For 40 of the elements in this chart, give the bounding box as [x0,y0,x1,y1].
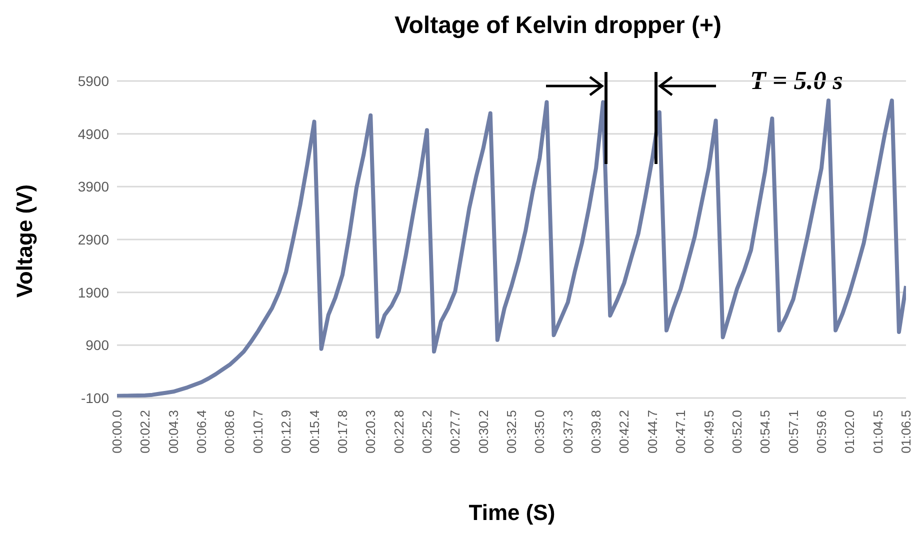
x-tick-label: 00:27.7 [448,410,463,454]
line-series [117,98,906,398]
x-tick-label: 00:49.5 [701,410,716,454]
x-tick-label: 00:37.3 [560,410,576,454]
x-tick-label: 00:10.7 [250,410,266,454]
x-tick-label: 00:57.1 [786,410,801,454]
x-tick-label: 01:02.0 [842,410,858,454]
x-axis-title: Time (S) [468,500,556,526]
y-tick-label: 1900 [78,284,110,300]
x-tick-label: 00:42.2 [616,410,632,454]
x-tick-label: 00:22.8 [391,410,406,454]
x-tick-label: 00:32.5 [504,410,519,454]
x-tick-label: 00:06.4 [194,410,210,454]
x-tick-label: 00:12.9 [278,410,294,454]
y-tick-label: -100 [80,390,110,406]
x-tick-label: 00:54.5 [758,410,773,454]
y-axis-title: Voltage (V) [12,183,38,300]
x-tick-label: 00:39.8 [588,410,604,454]
x-tick-label: 00:59.6 [814,410,829,454]
x-tick-label: 00:25.2 [419,410,434,454]
x-tick-label: 00:17.8 [334,410,350,454]
x-tick-label: 00:20.3 [363,410,378,454]
x-tick-label: 00:04.3 [166,410,181,454]
x-tick-label: 00:47.1 [673,410,688,454]
y-tick-label: 3900 [78,178,110,195]
x-tick-label: 00:44.7 [644,410,660,454]
y-tick-label: 2900 [78,231,110,248]
x-tick-label: 00:35.0 [532,410,548,454]
x-tick-label: 00:15.4 [306,410,322,454]
x-tick-label: 00:02.2 [138,410,153,454]
x-tick-label: 00:08.6 [222,410,238,454]
y-tick-label: 900 [86,337,110,354]
chart-title: Voltage of Kelvin dropper (+) [394,12,722,40]
y-tick-label: 5900 [78,72,110,89]
x-tick-label: 00:00.0 [110,410,124,454]
x-tick-label: 00:52.0 [729,410,744,454]
x-tick-label: 01:04.5 [870,410,886,454]
x-tick-label: 00:30.2 [476,410,491,454]
x-tick-label: 01:06.5 [898,410,914,454]
y-tick-label: 4900 [78,126,110,142]
